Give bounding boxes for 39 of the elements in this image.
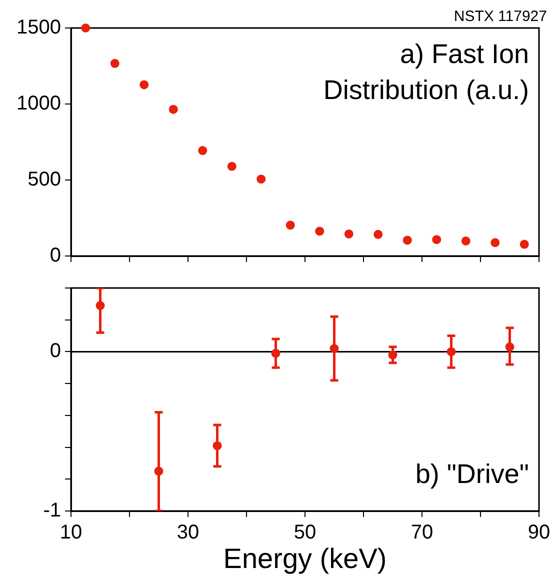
point [388,350,398,360]
point [81,24,90,32]
text: b) "Drive" [415,459,529,490]
y-tick-label: 1500 [16,16,61,39]
point [432,235,442,244]
point [198,146,208,156]
point [154,466,164,476]
point [96,301,105,310]
point [286,220,295,230]
point [256,174,266,184]
point [110,58,120,68]
point [402,236,412,245]
x-tick-label: 90 [528,522,550,544]
y-tick-label: -1 [43,500,61,522]
point [520,240,529,249]
y-tick-label: 1000 [16,92,61,115]
text: NSTX 117927 [454,8,547,25]
text: a) Fast Ion Distribution (a.u.) [322,38,529,107]
y-tick-label: 0 [50,244,61,267]
x-axis-title: Energy (keV) [223,542,387,574]
point [505,342,514,352]
point [461,236,470,246]
point [374,230,383,239]
point [490,238,500,248]
y-tick-label: 0 [50,340,61,362]
x-tick-label: 30 [176,522,200,544]
point [212,441,222,450]
point [271,348,280,358]
point [330,344,339,354]
x-tick-label: 10 [60,522,82,544]
point [227,162,236,171]
x-tick-label: 70 [410,522,434,544]
point [446,347,456,356]
point [344,229,354,238]
point [315,226,324,236]
x-tick-label: 50 [294,522,316,544]
point [140,80,149,90]
point [168,104,178,114]
y-tick-label: 500 [28,168,61,191]
